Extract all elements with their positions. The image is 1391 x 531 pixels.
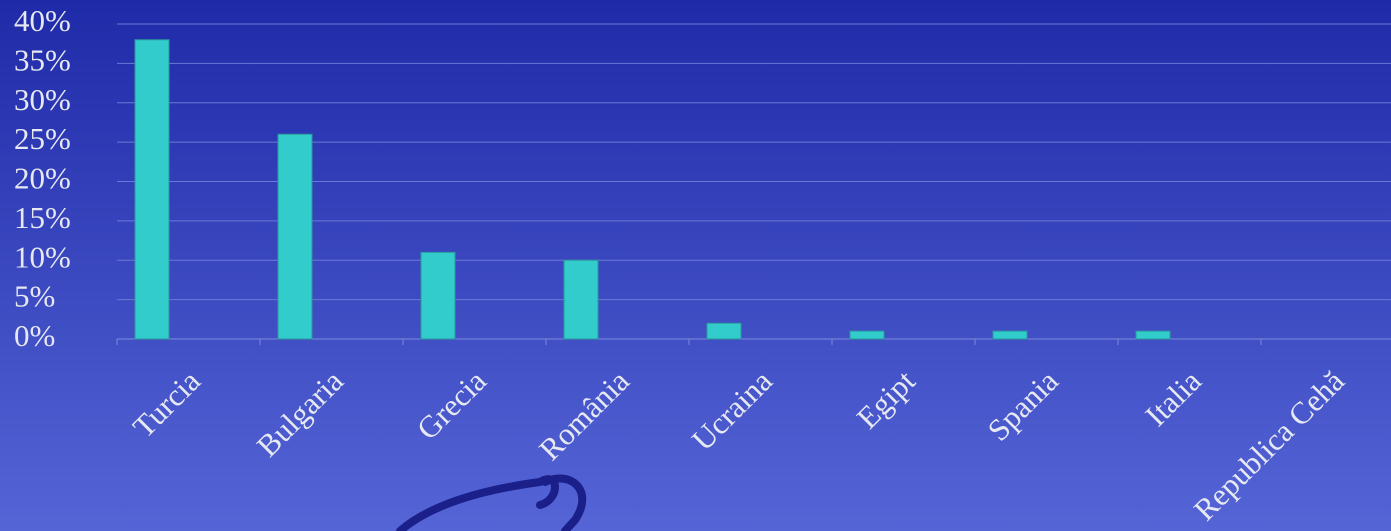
bar	[706, 322, 742, 340]
bar	[563, 259, 599, 340]
bar	[1135, 330, 1171, 340]
y-tick-label: 20%	[14, 161, 71, 196]
bar	[277, 133, 313, 340]
y-tick-label: 30%	[14, 82, 71, 117]
y-tick-label: 0%	[14, 318, 55, 353]
y-tick-label: 15%	[14, 200, 71, 235]
decoration-stroke	[396, 474, 587, 531]
y-tick-label: 35%	[14, 42, 71, 77]
y-tick-label: 10%	[14, 239, 71, 274]
bar	[134, 39, 170, 340]
bar	[992, 330, 1028, 340]
bar	[420, 251, 456, 340]
y-tick-label: 25%	[14, 121, 71, 156]
y-tick-label: 5%	[14, 279, 55, 314]
y-tick-label: 40%	[14, 3, 71, 38]
bar	[849, 330, 885, 340]
